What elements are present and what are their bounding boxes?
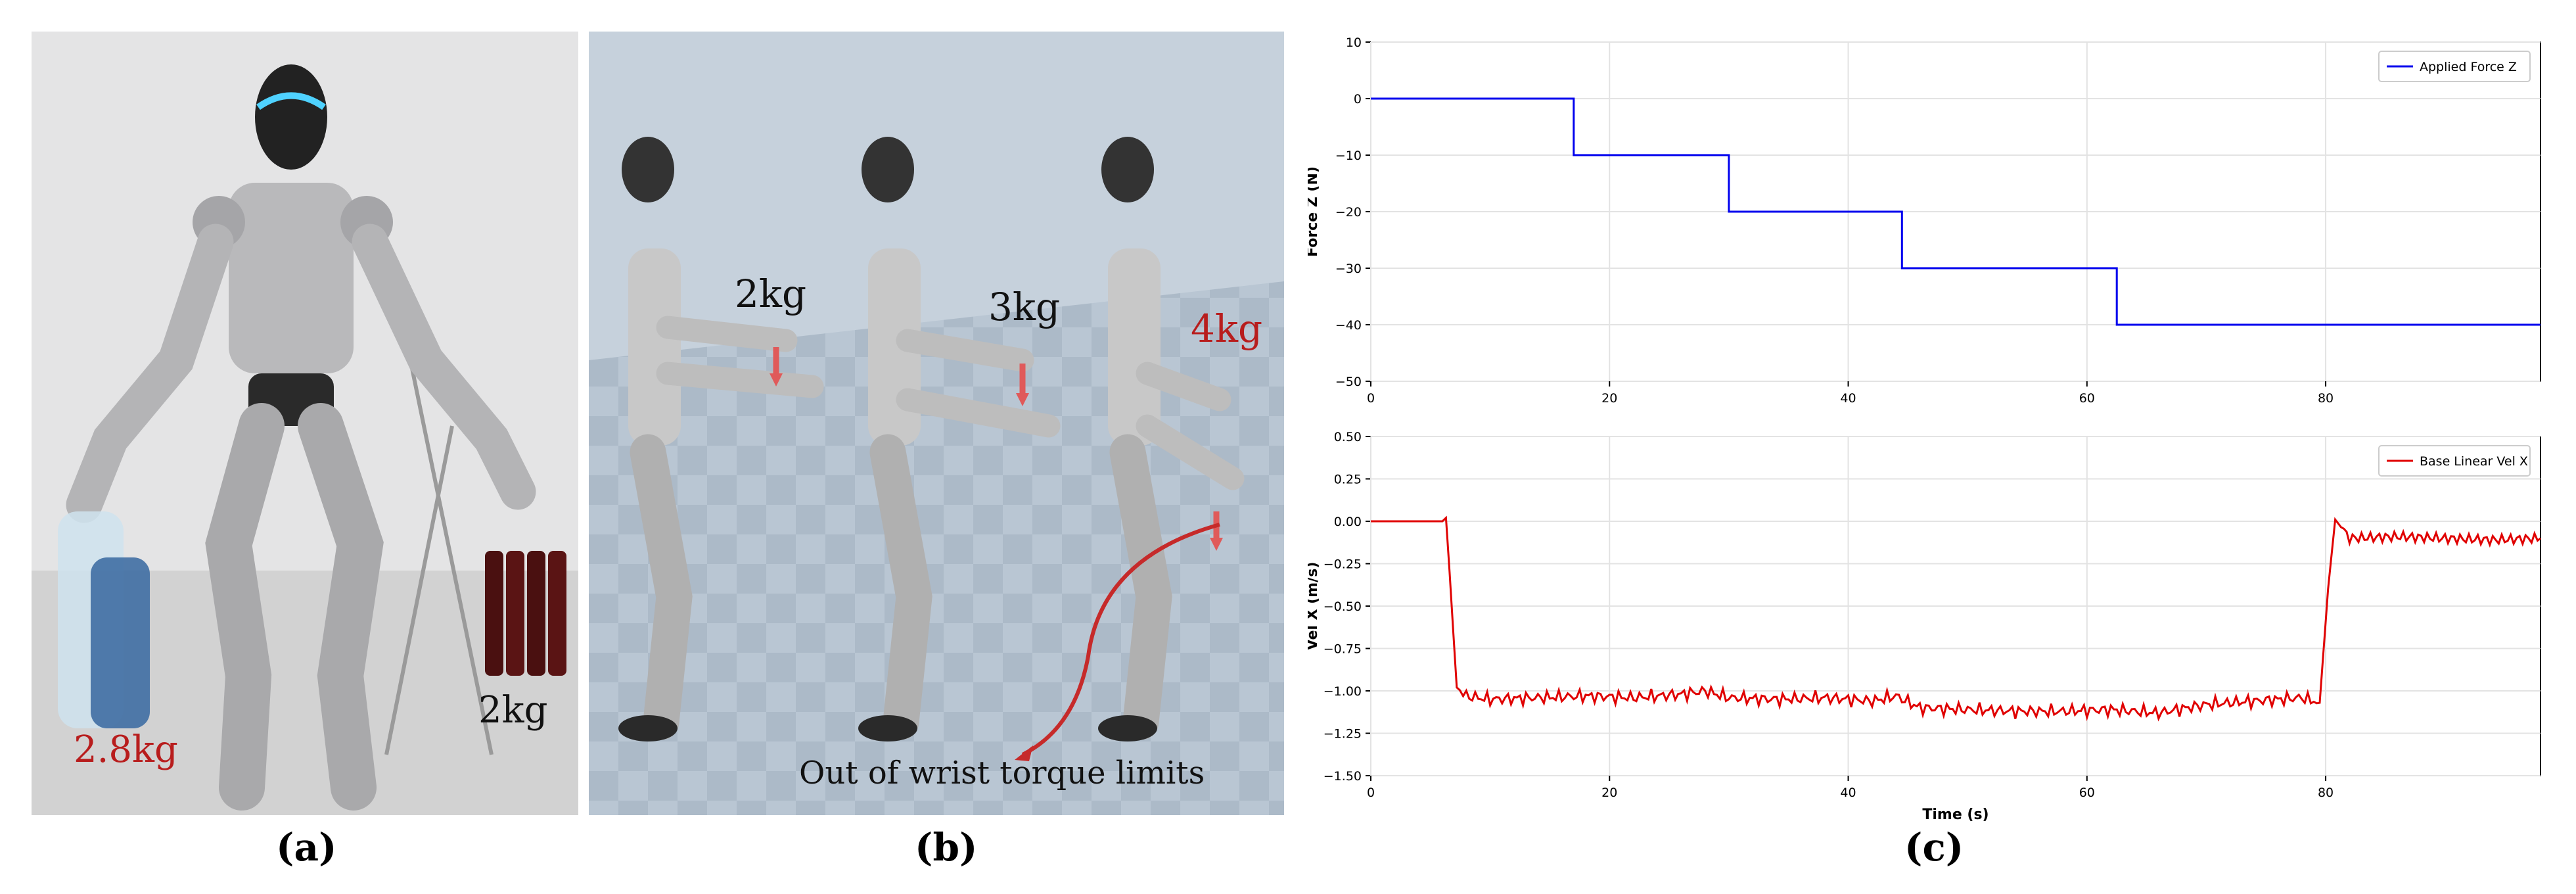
legend-box	[2378, 445, 2531, 477]
x-tick-label: 80	[2318, 786, 2334, 800]
caption-a: (a)	[276, 825, 337, 870]
caption-b: (b)	[915, 825, 978, 870]
legend-label: Base Linear Vel X	[2420, 454, 2528, 469]
y-tick-label: −1.50	[1323, 769, 1362, 784]
force-chart: 10 0 −10 −20 −30 −40 −50 0 20 40 60 80 Force Z (N) Ap…	[1308, 35, 2541, 406]
y-axis-label: Vel X (m/s)	[1308, 562, 1321, 651]
y-tick-label: −0.50	[1323, 600, 1362, 614]
x-tick-label: 40	[1840, 786, 1856, 800]
weight-label-left: 2.8kg	[74, 728, 178, 771]
y-tick-label: −0.25	[1323, 557, 1362, 572]
series-line	[1371, 97, 2541, 326]
y-tick-label: −0.75	[1323, 642, 1362, 657]
x-tick-label: 60	[2079, 786, 2095, 800]
weight-label-3kg: 3kg	[988, 285, 1061, 329]
sim-robot-3	[1098, 137, 1245, 741]
x-tick-label: 20	[1601, 786, 1617, 800]
torque-limit-annotation: Out of wrist torque limits	[799, 755, 1205, 791]
y-tick-label: −10	[1335, 149, 1362, 163]
x-tick-label: 0	[1367, 391, 1375, 406]
x-tick-label: 80	[2318, 391, 2334, 406]
y-tick-label: 0.50	[1334, 430, 1362, 444]
robot-photo-illustration	[32, 32, 578, 815]
sim-robot-2	[858, 137, 1061, 741]
y-axis-label: Force Z (N)	[1308, 166, 1321, 257]
y-tick-label: −1.25	[1323, 727, 1362, 741]
simulation-robots-panel: 2kg 3kg 4kg Out of wrist torque limits	[589, 32, 1284, 815]
y-tick-label: 10	[1346, 35, 1362, 50]
y-tick-label: 0	[1354, 92, 1362, 106]
legend-box	[2378, 51, 2531, 82]
y-tick-label: −40	[1335, 318, 1362, 333]
y-tick-label: 0.25	[1334, 473, 1362, 487]
photo-robot-holding-weights: 2.8kg 2kg	[32, 32, 578, 815]
legend-label: Applied Force Z	[2420, 60, 2517, 74]
x-tick-label: 20	[1601, 391, 1617, 406]
x-axis-label: Time (s)	[1922, 807, 1989, 823]
weight-label-right: 2kg	[478, 689, 548, 732]
y-tick-label: −50	[1335, 375, 1362, 389]
sim-robot-1	[618, 137, 824, 741]
y-tick-label: 0.00	[1334, 515, 1362, 529]
series-line	[1371, 515, 2541, 722]
caption-c: (c)	[1904, 825, 1964, 870]
x-tick-label: 0	[1367, 786, 1375, 800]
y-tick-label: −1.00	[1323, 684, 1362, 699]
velocity-chart: 0.50 0.25 0.00 −0.25 −0.50 −0.75 −1.00 −1.25 −1.…	[1308, 430, 2541, 823]
x-tick-label: 60	[2079, 391, 2095, 406]
x-tick-label: 40	[1840, 391, 1856, 406]
weight-label-2kg: 2kg	[735, 271, 807, 316]
y-tick-label: −20	[1335, 205, 1362, 220]
y-tick-label: −30	[1335, 262, 1362, 276]
weight-label-4kg: 4kg	[1191, 306, 1263, 351]
plots-panel: 10 0 −10 −20 −30 −40 −50 0 20 40 60 80 Force Z (N) Ap…	[1308, 35, 2541, 823]
simulation-illustration	[589, 32, 1284, 815]
